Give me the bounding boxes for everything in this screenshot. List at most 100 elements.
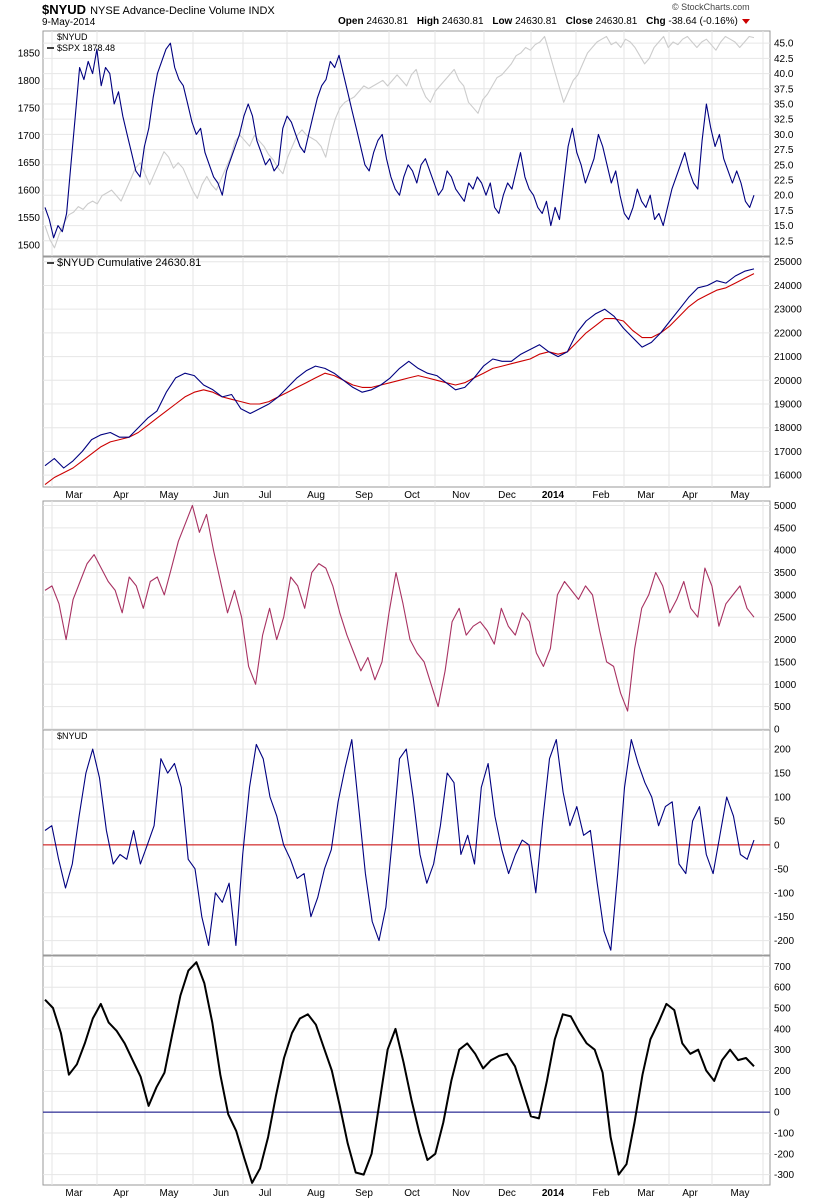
series-line-1 — [44, 42, 755, 239]
chevron-down-icon[interactable] — [741, 18, 750, 24]
y-tick-label: 50 — [774, 816, 786, 827]
y-tick-label: 3500 — [774, 568, 797, 579]
y-tick-label: 1000 — [774, 680, 797, 691]
y-tick-label: 0 — [774, 1108, 780, 1119]
x-tick-label: Feb — [592, 490, 610, 501]
x-tick-label: Feb — [592, 1188, 610, 1199]
low-value: 24630.81 — [515, 16, 557, 27]
series-line-1 — [44, 504, 755, 712]
y-tick-label: -150 — [774, 912, 794, 923]
chart-date: 9-May-2014 — [42, 17, 96, 28]
y-tick-label: 4500 — [774, 523, 797, 534]
change-value: -38.64 (-0.16%) — [668, 16, 738, 27]
y-tick-label: 40.0 — [774, 69, 794, 80]
chart-header: $NYUD NYSE Advance-Decline Volume INDX 9-… — [0, 0, 820, 30]
y-tick-label: -100 — [774, 888, 794, 899]
x-tick-label: Oct — [404, 490, 420, 501]
x-tick-label: Jul — [259, 490, 272, 501]
y-tick-label: 0 — [774, 840, 780, 851]
panel-frame — [42, 729, 771, 956]
series-line-2 — [44, 35, 755, 249]
x-tick-label: Mar — [637, 490, 655, 501]
x-tick-label: Aug — [307, 490, 325, 501]
y-left-tick-label: 1700 — [18, 131, 41, 142]
y-tick-label: 25000 — [774, 257, 802, 268]
ohlc-readout: Open 24630.81 High 24630.81 Low 24630.81… — [338, 16, 750, 27]
x-tick-label: Jun — [213, 490, 229, 501]
y-tick-label: 17.5 — [774, 206, 794, 217]
y-tick-label: 4000 — [774, 546, 797, 557]
x-tick-label: 2014 — [542, 490, 565, 501]
chart-panel-2: 16000 17000 18000 19000 20000 21000 22000 23000… — [42, 256, 802, 501]
y-left-tick-label: 1850 — [18, 48, 41, 59]
x-tick-label: 2014 — [542, 1188, 565, 1199]
y-tick-label: 1500 — [774, 657, 797, 668]
x-tick-label: May — [160, 490, 179, 501]
y-tick-label: 45.0 — [774, 39, 794, 50]
y-tick-label: 300 — [774, 1045, 791, 1056]
y-tick-label: 18000 — [774, 423, 802, 434]
x-tick-label: Jul — [259, 1188, 272, 1199]
y-tick-label: 2000 — [774, 635, 797, 646]
y-tick-label: 400 — [774, 1024, 791, 1035]
y-tick-label: 20000 — [774, 376, 802, 387]
symbol-title: $NYUD NYSE Advance-Decline Volume INDX — [42, 2, 275, 17]
y-tick-label: 35.0 — [774, 99, 794, 110]
y-tick-label: 150 — [774, 769, 791, 780]
y-tick-label: 200 — [774, 745, 791, 756]
y-tick-label: 23000 — [774, 305, 802, 316]
y-tick-label: 100 — [774, 1087, 791, 1098]
y-tick-label: -100 — [774, 1128, 794, 1139]
panel-frame — [42, 256, 771, 488]
series-line-2 — [44, 273, 755, 486]
series-line-1 — [44, 739, 755, 951]
y-tick-label: 27.5 — [774, 145, 794, 156]
legend-entry: $SPX 1878.48 — [57, 43, 115, 53]
chart-panel-4: -200 -150 -100 -50 0 50 100 150 200 $NYUD — [42, 729, 794, 956]
x-tick-label: May — [731, 490, 750, 501]
y-tick-label: 37.5 — [774, 84, 794, 95]
x-tick-label: Jun — [213, 1188, 229, 1199]
x-tick-label: May — [160, 1188, 179, 1199]
y-tick-label: 32.5 — [774, 115, 794, 126]
y-tick-label: 0 — [774, 725, 780, 736]
x-tick-label: Nov — [452, 1188, 470, 1199]
y-tick-label: 19000 — [774, 400, 802, 411]
y-left-tick-label: 1550 — [18, 213, 41, 224]
y-tick-label: 24000 — [774, 281, 802, 292]
x-tick-label: Dec — [498, 490, 516, 501]
chart-panel-5: -300 -200 -100 0 100 200 300 400 500 600 700 Mar Apr… — [42, 955, 794, 1199]
y-tick-label: 30.0 — [774, 130, 794, 141]
y-tick-label: 5000 — [774, 501, 797, 512]
x-tick-label: Nov — [452, 490, 470, 501]
x-tick-label: Apr — [682, 490, 698, 501]
x-tick-label: Dec — [498, 1188, 516, 1199]
y-tick-label: 25.0 — [774, 160, 794, 171]
y-left-tick-label: 1650 — [18, 158, 41, 169]
y-tick-label: 600 — [774, 983, 791, 994]
x-tick-label: May — [731, 1188, 750, 1199]
y-tick-label: 3000 — [774, 590, 797, 601]
panel-frame — [42, 30, 771, 257]
y-tick-label: 20.0 — [774, 191, 794, 202]
x-tick-label: Aug — [307, 1188, 325, 1199]
y-tick-label: -200 — [774, 936, 794, 947]
y-left-tick-label: 1500 — [18, 241, 41, 252]
x-tick-label: Mar — [65, 490, 83, 501]
y-tick-label: 22.5 — [774, 175, 794, 186]
y-left-tick-label: 1800 — [18, 76, 41, 87]
y-tick-label: 15.0 — [774, 221, 794, 232]
y-tick-label: 42.5 — [774, 54, 794, 65]
x-tick-label: Sep — [355, 490, 373, 501]
x-tick-label: Sep — [355, 1188, 373, 1199]
series-line-1 — [44, 268, 755, 469]
open-value: 24630.81 — [366, 16, 409, 27]
legend-entry: $NYUD Cumulative 24630.81 — [57, 257, 201, 269]
x-tick-label: Oct — [404, 1188, 420, 1199]
y-tick-label: 12.5 — [774, 236, 794, 247]
legend-entry: $NYUD — [57, 32, 88, 42]
y-tick-label: 21000 — [774, 352, 802, 363]
chart-panel-3: 0 500 1000 1500 2000 2500 3000 3500 4000 4500 5000 — [42, 500, 797, 736]
x-tick-label: Apr — [113, 1188, 129, 1199]
